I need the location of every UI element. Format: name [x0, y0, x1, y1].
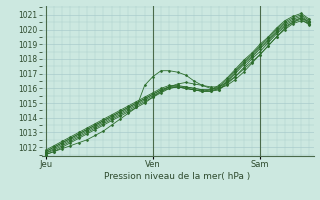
X-axis label: Pression niveau de la mer( hPa ): Pression niveau de la mer( hPa ) — [104, 172, 251, 181]
